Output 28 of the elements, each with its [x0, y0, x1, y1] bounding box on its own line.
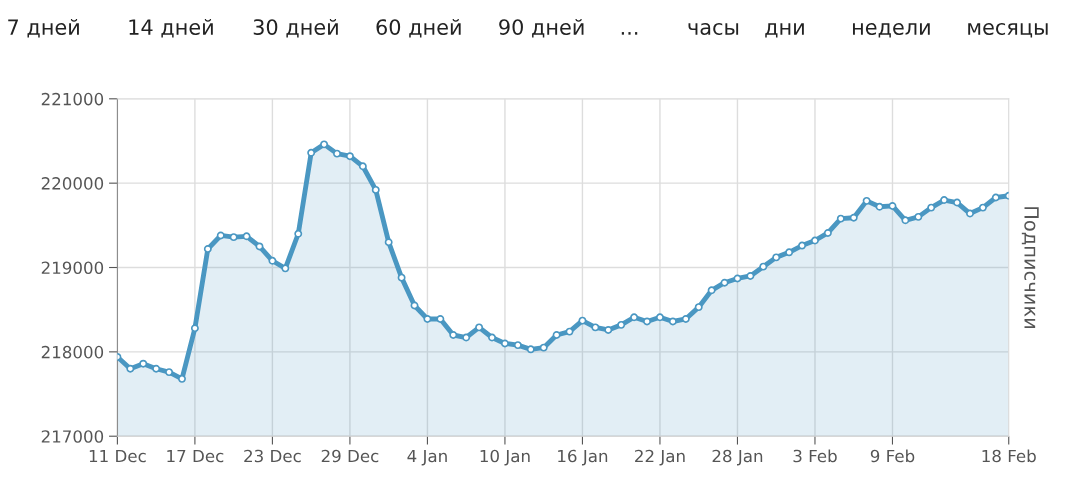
text: часы	[688, 23, 739, 35]
y-tick-label: 221000	[41, 92, 104, 106]
text: 7 дней	[8, 18, 79, 38]
text: 90 дней	[499, 18, 584, 38]
text: 30 дней	[253, 18, 338, 38]
x-tick-label: 23 Dec	[244, 449, 301, 463]
text: 14 дней	[129, 18, 213, 38]
text: 60 дней	[376, 18, 461, 38]
y-tick-label: 219000	[41, 261, 104, 275]
y-axis-title: Подписчики	[1021, 207, 1039, 328]
text: ...	[621, 32, 638, 35]
x-tick-label: 16 Jan	[558, 449, 608, 466]
text: дни	[765, 23, 804, 38]
y-tick-label: 220000	[41, 177, 104, 190]
x-tick-label: 4 Jan	[407, 449, 447, 466]
x-tick-label: 17 Dec	[167, 449, 224, 463]
x-tick-label: 29 Dec	[321, 449, 379, 463]
x-tick-label: 18 Feb	[982, 449, 1036, 463]
text: недели	[853, 23, 930, 38]
x-tick-label: 3 Feb	[793, 449, 837, 463]
text: месяцы	[968, 23, 1048, 38]
y-tick-label: 218000	[41, 345, 104, 359]
x-tick-label: 28 Jan	[712, 449, 763, 466]
y-tick-label: 217000	[41, 430, 104, 443]
x-tick-label: 10 Jan	[480, 449, 530, 466]
x-tick-label: 11 Dec	[89, 449, 146, 463]
x-tick-label: 22 Jan	[635, 449, 685, 466]
x-tick-label: 9 Feb	[870, 449, 915, 463]
